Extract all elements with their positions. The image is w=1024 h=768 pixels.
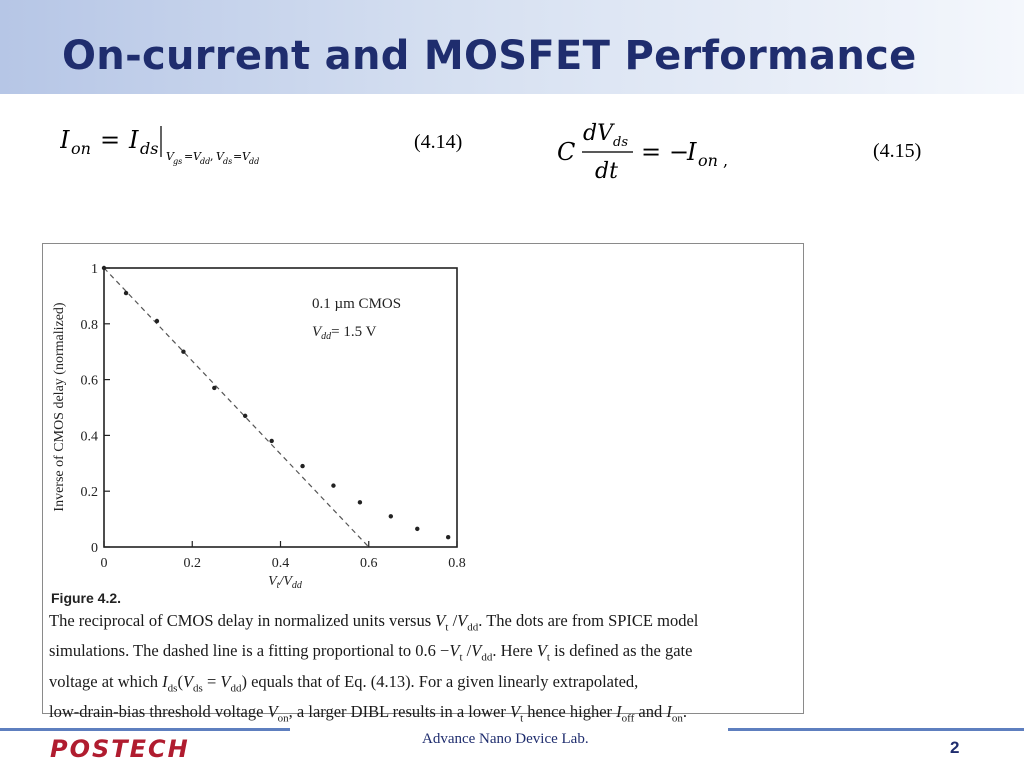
delay-chart: 0 0.2 0.4 0.6 0.8 1 0 0.2 0.4 0.6 0.8 Inverse of …: [52, 262, 466, 588]
svg-text:=: =: [100, 126, 120, 154]
title-band: [0, 0, 1024, 94]
data-point: [415, 526, 420, 532]
data-points: [101, 265, 451, 540]
plot-frame: [103, 267, 458, 548]
x-tick-label: 0.4: [272, 556, 290, 571]
data-point: [101, 265, 107, 271]
y-tick-label: 0.6: [81, 374, 99, 389]
caption-line-4: low-drain-bias threshold voltage Von, a …: [49, 701, 687, 725]
svg-text:on: on: [71, 139, 91, 158]
data-point: [154, 318, 160, 324]
x-tick-label: 0.6: [360, 556, 378, 571]
slide-title: On-current and MOSFET Performance: [62, 33, 917, 79]
y-axis-label: Inverse of CMOS delay (normalized): [52, 302, 67, 511]
svg-text:,: ,: [723, 151, 728, 170]
svg-text:=: =: [641, 138, 661, 166]
data-point: [212, 385, 217, 391]
page-number: 2: [950, 738, 960, 757]
annotation-supply: Vdd= 1.5 V: [312, 324, 377, 342]
svg-text:C: C: [557, 138, 575, 166]
x-tick-label: 0.8: [448, 556, 466, 571]
data-point: [388, 514, 394, 519]
y-tick-label: 0: [91, 541, 98, 556]
data-point: [123, 290, 129, 296]
x-axis-label: Vt/Vdd: [268, 574, 303, 588]
y-tick-label: 0.2: [81, 485, 99, 500]
figure-caption: The reciprocal of CMOS delay in normaliz…: [49, 609, 804, 730]
equation-4-14: I on = I ds V gs = V dd , V ds = V dd: [60, 126, 259, 166]
footer-rule-left: [0, 728, 290, 731]
svg-text:on: on: [698, 151, 718, 170]
y-tick-label: 0.4: [81, 429, 99, 444]
data-point: [269, 438, 274, 444]
caption-line-1: The reciprocal of CMOS delay in normaliz…: [49, 611, 699, 634]
data-point: [357, 500, 363, 505]
svg-text:dt: dt: [595, 159, 618, 184]
svg-text:V: V: [193, 150, 202, 163]
svg-text:−: −: [669, 138, 689, 166]
x-axis-ticks: 0 0.2 0.4 0.6 0.8: [101, 541, 466, 571]
svg-text:,: ,: [210, 150, 214, 163]
svg-text:V: V: [166, 150, 175, 163]
data-point: [300, 463, 305, 469]
svg-text:ds: ds: [223, 157, 232, 166]
data-point: [331, 483, 336, 488]
equation-tag-4-14: (4.14): [414, 131, 463, 153]
caption-line-2: simulations. The dashed line is a fittin…: [49, 641, 693, 664]
data-point: [445, 535, 451, 540]
annotation-process: 0.1 µm CMOS: [312, 296, 401, 312]
y-tick-label: 0.8: [81, 318, 99, 333]
svg-text:=: =: [233, 150, 242, 163]
svg-text:dd: dd: [200, 157, 210, 166]
x-tick-label: 0.2: [184, 556, 202, 571]
data-point: [181, 349, 186, 354]
y-axis-ticks: 0 0.2 0.4 0.6 0.8 1: [81, 262, 110, 556]
footer-lab-name: Advance Nano Device Lab.: [422, 731, 589, 747]
caption-line-3: voltage at which Ids(Vds = Vdd) equals t…: [49, 671, 639, 694]
svg-text:V: V: [216, 150, 225, 163]
x-tick-label: 0: [101, 556, 108, 571]
y-tick-label: 1: [91, 262, 98, 277]
svg-text:I: I: [128, 126, 139, 154]
svg-text:ds: ds: [140, 139, 158, 158]
equation-4-15: C dV ds dt = − I on ,: [557, 121, 728, 184]
equation-tag-4-15: (4.15): [873, 140, 922, 162]
svg-text:V: V: [242, 150, 251, 163]
svg-text:ds: ds: [613, 135, 628, 150]
figure-label: Figure 4.2.: [51, 590, 122, 606]
svg-text:=: =: [184, 150, 193, 163]
svg-text:I: I: [686, 138, 697, 166]
data-point: [243, 413, 248, 419]
svg-text:dd: dd: [249, 157, 259, 166]
figure-frame: [42, 243, 804, 714]
svg-text:dV: dV: [583, 121, 615, 146]
postech-logo: POSTECH: [50, 735, 190, 763]
svg-text:gs: gs: [173, 157, 182, 166]
dashed-fit-line: [103, 267, 370, 548]
svg-text:I: I: [60, 126, 70, 154]
footer-rule-right: [728, 728, 1024, 731]
